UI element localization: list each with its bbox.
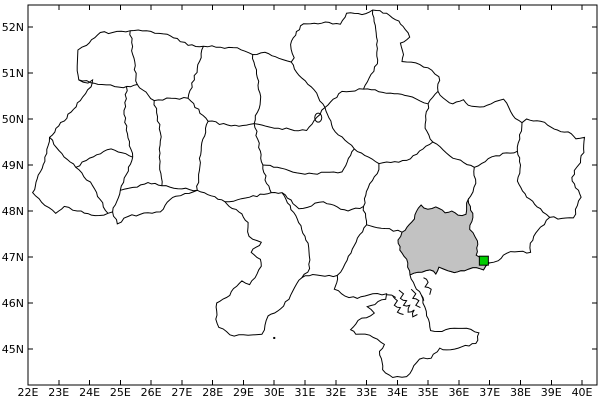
y-tick-label: 45N (2, 343, 24, 356)
axes-box (27, 4, 598, 386)
island-dot (273, 336, 276, 339)
x-tick-label: 26E (141, 386, 162, 399)
highlighted-southeast-region (397, 197, 490, 276)
region-border-line (187, 46, 204, 99)
region-border-line (78, 79, 189, 102)
region-border-line (153, 100, 163, 186)
region-border-line (516, 151, 551, 218)
x-tick-label: 30E (264, 386, 285, 399)
x-tick-label: 36E (448, 386, 469, 399)
y-tick-label: 51N (2, 67, 24, 80)
region-border-line (49, 137, 109, 214)
y-tick-label: 49N (2, 159, 24, 172)
x-tick-label: 28E (202, 386, 223, 399)
y-tick-label: 48N (2, 205, 24, 218)
lagoon-line (398, 289, 418, 318)
x-tick-label: 25E (110, 386, 131, 399)
x-tick-label: 23E (48, 386, 69, 399)
region-border-line (262, 148, 355, 175)
region-border-line (467, 167, 477, 200)
y-tick-label: 52N (2, 21, 24, 34)
axis-ticks (27, 5, 597, 385)
region-border-line (420, 294, 425, 301)
region-border-line (424, 103, 434, 143)
x-tick-label: 33E (356, 386, 377, 399)
region-border-line (427, 91, 439, 105)
region-border-line (432, 122, 523, 168)
x-tick-label: 31E (295, 386, 316, 399)
region-border-line (120, 181, 198, 192)
x-tick-label: 38E (510, 386, 531, 399)
region-borders (49, 9, 551, 301)
region-border-line (324, 88, 429, 108)
region-border-line (224, 192, 272, 203)
region-border-line (336, 224, 367, 276)
lagoon-detail (392, 277, 432, 318)
x-tick-label: 37E (479, 386, 500, 399)
region-border-line (75, 148, 133, 168)
x-tick-label: 34E (387, 386, 408, 399)
lagoon-line (410, 288, 421, 309)
region-border-line (324, 107, 434, 165)
lagoon-line (392, 295, 404, 315)
region-border-line (363, 9, 379, 90)
x-tick-label: 40E (572, 386, 593, 399)
small-region-outline (314, 112, 323, 123)
region-border-line (123, 86, 134, 158)
region-border-line (253, 123, 283, 194)
region-border-line (196, 121, 209, 191)
location-marker (478, 255, 489, 266)
x-tick-label: 27E (171, 386, 192, 399)
region-border-line (129, 30, 138, 85)
x-tick-label: 39E (541, 386, 562, 399)
region-border-line (362, 163, 403, 233)
region-border-line (187, 97, 255, 127)
y-tick-label: 47N (2, 251, 24, 264)
x-tick-label: 22E (18, 386, 39, 399)
region-border-line (281, 192, 311, 278)
x-tick-label: 24E (79, 386, 100, 399)
region-border-line (254, 107, 326, 132)
region-border-line (112, 157, 134, 212)
region-border-line (290, 61, 326, 108)
x-tick-label: 35E (418, 386, 439, 399)
lagoon-line (423, 277, 432, 295)
y-tick-label: 46N (2, 297, 24, 310)
country-outline (31, 9, 586, 379)
region-border-line (281, 192, 364, 212)
region-border-line (386, 294, 397, 298)
region-border-line (251, 54, 262, 124)
x-tick-label: 32E (325, 386, 346, 399)
x-tick-label: 29E (233, 386, 254, 399)
y-tick-label: 50N (2, 113, 24, 126)
